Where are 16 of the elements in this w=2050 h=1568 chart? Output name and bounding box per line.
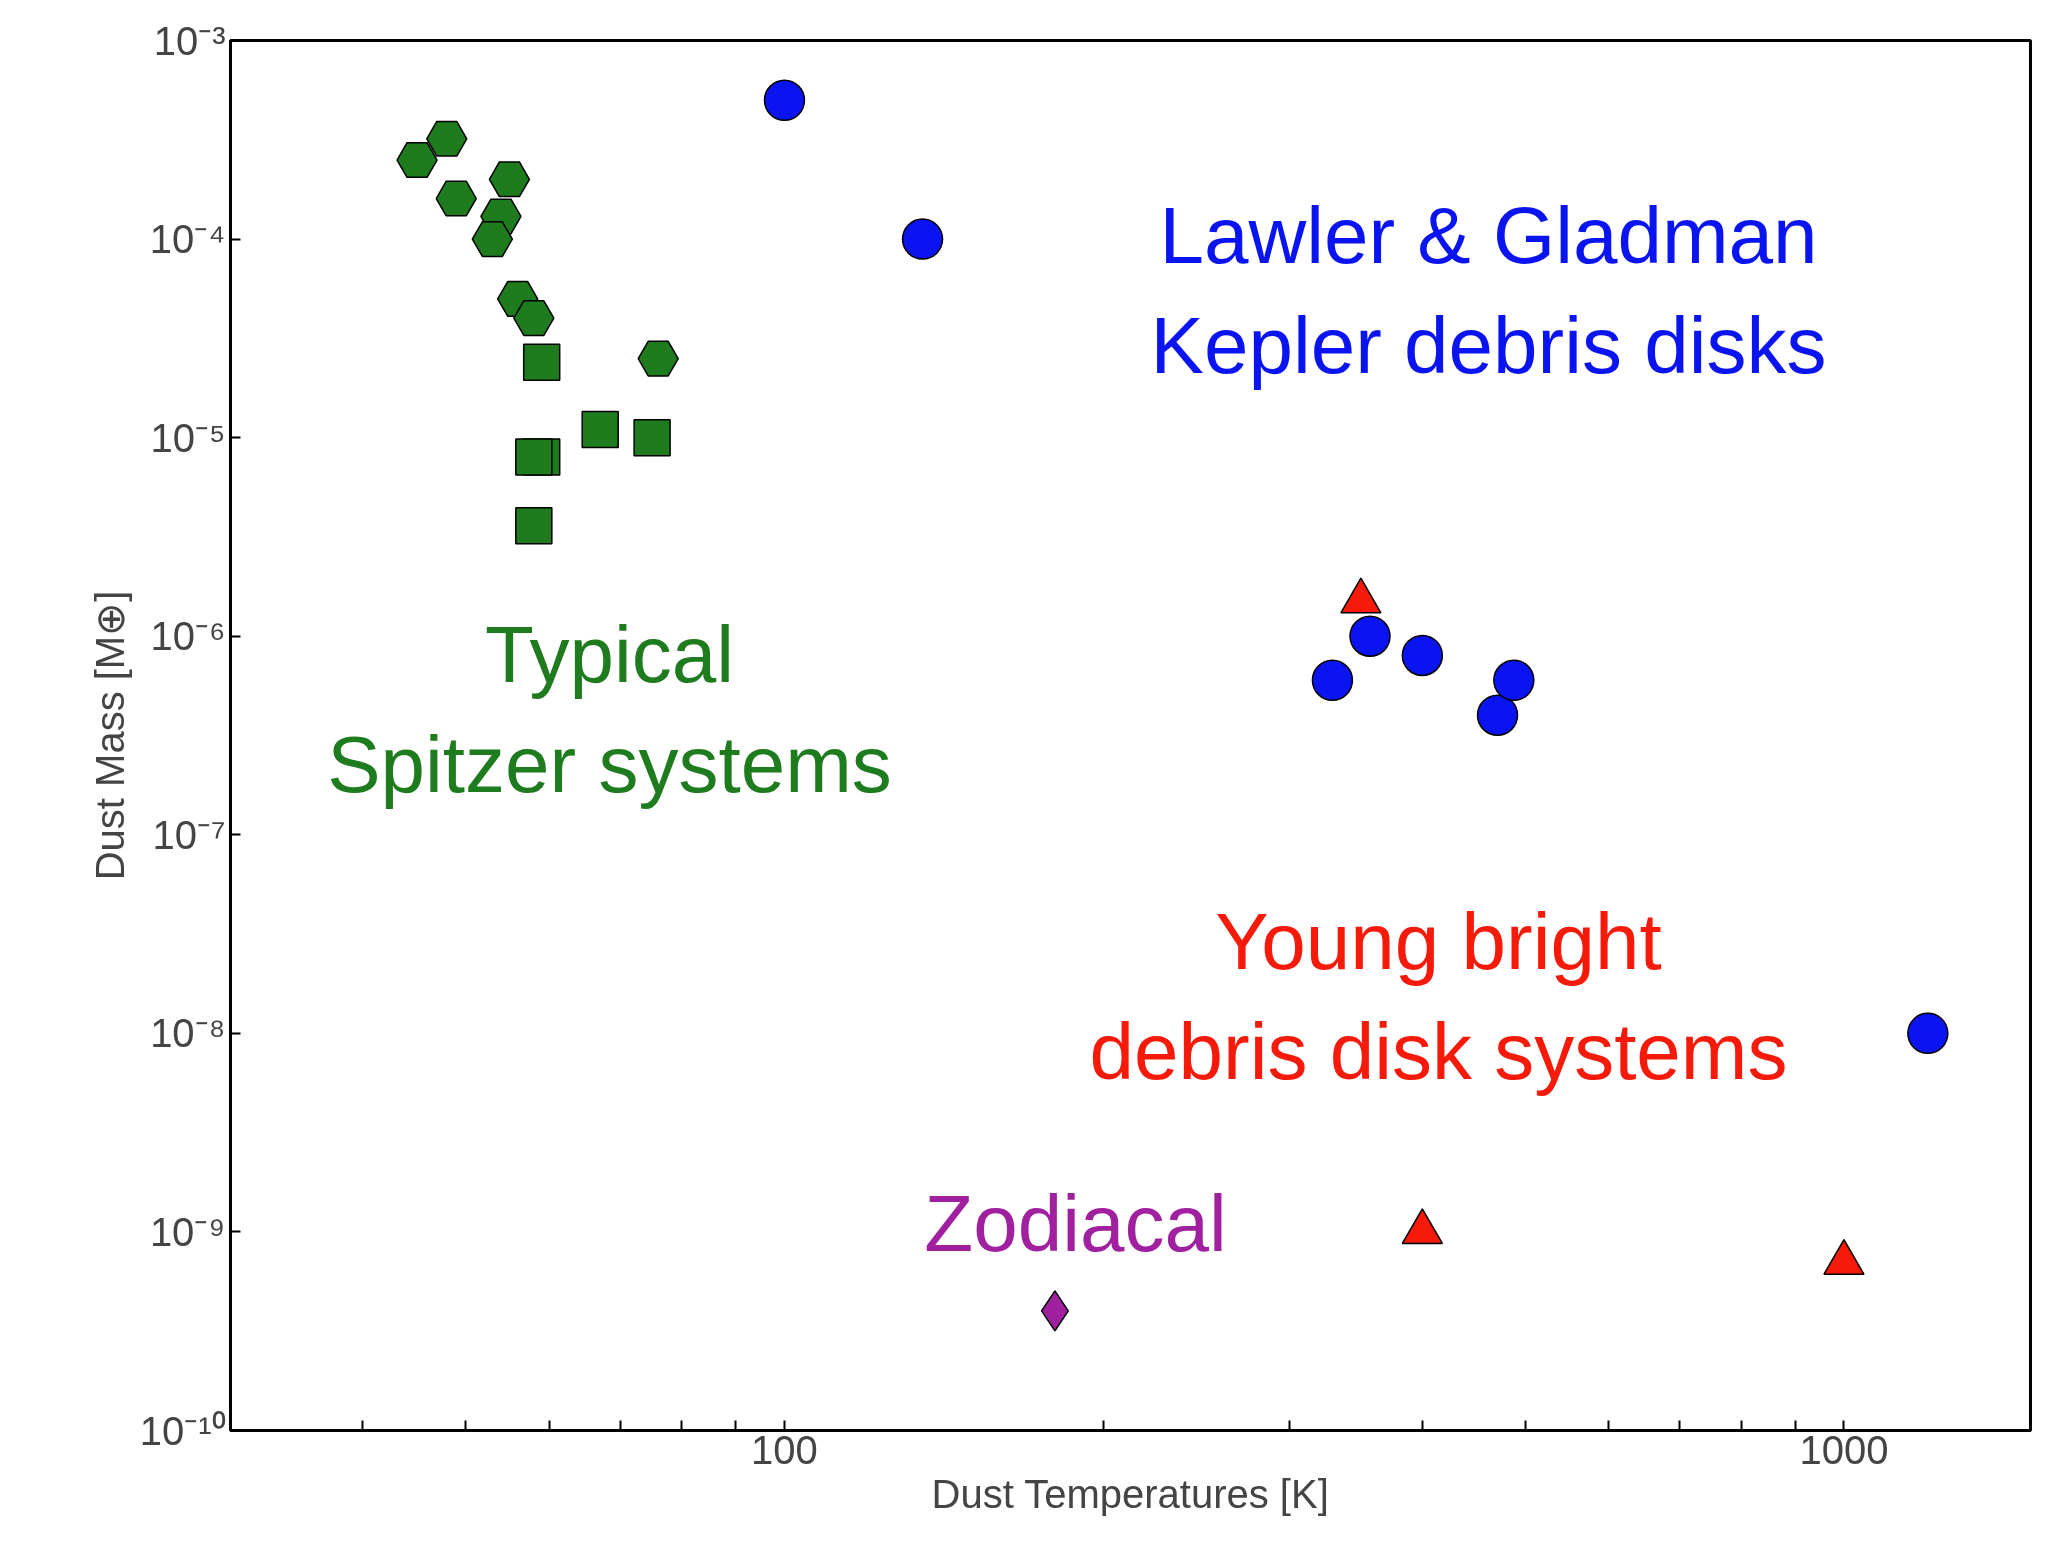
x-tick-label: 100 <box>751 1427 818 1472</box>
series-label: Young bright debris disk systems <box>1089 897 1788 1096</box>
x-axis-title: Dust Temperatures [K] <box>931 1471 1329 1516</box>
y-tick-label: 10⁻⁴ <box>149 217 226 262</box>
y-tick-label: 10⁻⁵ <box>150 415 226 460</box>
y-axis-title: Dust Mass [M⊕] <box>87 590 132 881</box>
x-tick-label: 1000 <box>1799 1427 1889 1472</box>
y-tick-label: 10⁻¹⁰ <box>139 1408 226 1453</box>
y-tick-label: 10⁻³ <box>153 18 226 63</box>
y-tick-label: 10⁻⁹ <box>149 1209 226 1254</box>
text: Typical Spitzer systems <box>327 610 892 809</box>
y-tick-label: 10⁻⁶ <box>150 614 226 659</box>
y-tick-label: 10⁻⁷ <box>152 812 226 857</box>
series-label: Zodiacal <box>924 1179 1227 1268</box>
y-tick-label: 10⁻⁸ <box>150 1011 226 1056</box>
text: Lawler & Gladman Kepler debris disks <box>1150 191 1827 390</box>
